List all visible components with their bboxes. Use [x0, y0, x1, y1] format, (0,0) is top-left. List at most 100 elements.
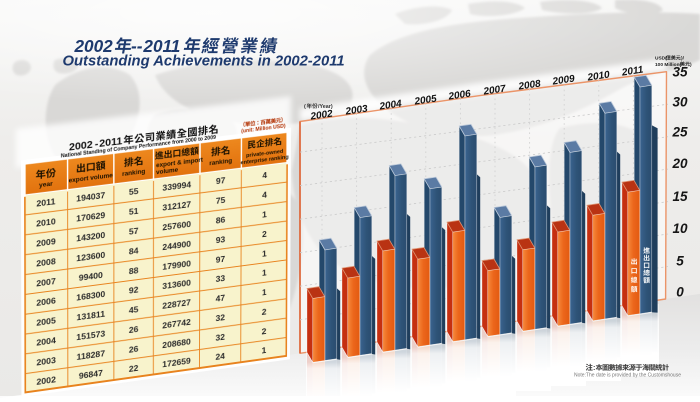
svg-text:123600: 123600 — [76, 250, 105, 264]
svg-text:2011: 2011 — [620, 64, 644, 78]
svg-text:131811: 131811 — [77, 309, 106, 323]
svg-text:15: 15 — [672, 189, 688, 204]
svg-text:2005: 2005 — [36, 315, 56, 327]
svg-text:244900: 244900 — [162, 239, 191, 252]
svg-text:2002: 2002 — [309, 108, 334, 122]
svg-text:1: 1 — [262, 287, 267, 297]
svg-text:25: 25 — [671, 125, 688, 140]
svg-text:55: 55 — [129, 186, 139, 197]
svg-text:30: 30 — [672, 95, 688, 110]
svg-text:20: 20 — [671, 156, 688, 171]
svg-text:2011: 2011 — [142, 36, 180, 56]
svg-text:2: 2 — [262, 326, 267, 336]
svg-text:Note:The date is provided by t: Note:The date is provided by the Customs… — [574, 373, 681, 379]
svg-text:208680: 208680 — [162, 336, 191, 350]
svg-text:4: 4 — [262, 190, 267, 200]
svg-text:96847: 96847 — [79, 368, 103, 381]
svg-text:volume: volume — [156, 167, 178, 177]
svg-text:2002: 2002 — [74, 36, 114, 56]
svg-text:year: year — [39, 181, 53, 190]
svg-text:339994: 339994 — [162, 180, 191, 193]
svg-text:-: - — [95, 138, 99, 150]
svg-text:1: 1 — [262, 209, 267, 219]
svg-text:2003: 2003 — [36, 355, 56, 367]
svg-text:(unit: Million USD): (unit: Million USD) — [241, 124, 286, 135]
svg-text:257600: 257600 — [162, 219, 191, 232]
svg-text:2011: 2011 — [99, 135, 122, 149]
svg-text:2010: 2010 — [586, 69, 611, 83]
svg-text:143200: 143200 — [76, 230, 105, 243]
svg-text:99400: 99400 — [79, 270, 103, 283]
svg-text:86: 86 — [216, 215, 226, 226]
svg-text:75: 75 — [216, 195, 226, 206]
svg-text:313600: 313600 — [162, 278, 191, 291]
svg-text:2006: 2006 — [447, 88, 472, 102]
svg-text:84: 84 — [129, 245, 139, 256]
svg-text:33: 33 — [216, 273, 226, 284]
svg-text:2003: 2003 — [344, 103, 369, 117]
svg-text:2007: 2007 — [36, 276, 56, 288]
svg-text:47: 47 — [216, 293, 226, 304]
svg-text:2004: 2004 — [36, 335, 56, 347]
svg-text:267742: 267742 — [162, 317, 191, 331]
svg-text:26: 26 — [129, 344, 139, 355]
svg-text:170629: 170629 — [76, 210, 105, 223]
svg-text:10: 10 — [672, 221, 688, 236]
svg-text:93: 93 — [216, 234, 226, 245]
svg-text:45: 45 — [129, 304, 139, 315]
svg-text:--: -- — [131, 36, 143, 56]
svg-text:35: 35 — [672, 64, 688, 79]
svg-text:ranking: ranking — [122, 168, 145, 178]
svg-text:2: 2 — [262, 229, 267, 239]
svg-text:2009: 2009 — [551, 73, 576, 87]
svg-text:4: 4 — [262, 170, 267, 180]
svg-text:168300: 168300 — [76, 289, 105, 303]
svg-text:97: 97 — [216, 254, 226, 265]
svg-text:2002: 2002 — [36, 375, 56, 387]
svg-text:194037: 194037 — [76, 190, 105, 203]
svg-text:22: 22 — [129, 363, 139, 374]
svg-text:): ) — [690, 62, 692, 68]
svg-text:2007: 2007 — [482, 83, 507, 97]
svg-text:2008: 2008 — [517, 78, 542, 92]
svg-text:2004: 2004 — [378, 98, 403, 112]
svg-text:ranking: ranking — [209, 158, 232, 168]
svg-text:Outstanding Achievements in 20: Outstanding Achievements in 2002-2011 — [63, 53, 345, 69]
svg-text:2005: 2005 — [413, 93, 438, 107]
svg-text:2009: 2009 — [36, 236, 56, 248]
svg-text:private-owned: private-owned — [246, 149, 284, 159]
svg-text:enterprise ranking: enterprise ranking — [241, 155, 290, 167]
svg-text:USD(: USD( — [655, 56, 667, 62]
svg-text:179900: 179900 — [162, 258, 191, 271]
svg-text:24: 24 — [215, 351, 225, 362]
svg-text:1: 1 — [262, 248, 267, 258]
svg-text:312127: 312127 — [162, 199, 191, 212]
svg-text::: : — [593, 363, 595, 372]
svg-text:2006: 2006 — [36, 296, 56, 308]
svg-text:32: 32 — [216, 312, 226, 323]
svg-text:88: 88 — [129, 265, 139, 276]
svg-text:26: 26 — [129, 324, 139, 335]
svg-text:151573: 151573 — [76, 328, 105, 342]
svg-text:118287: 118287 — [77, 348, 106, 362]
svg-text:100 Million(: 100 Million( — [655, 62, 682, 68]
svg-text:57: 57 — [129, 226, 139, 237]
svg-text:0: 0 — [676, 284, 684, 299]
svg-text:5: 5 — [676, 253, 684, 268]
svg-text:2008: 2008 — [36, 256, 56, 268]
svg-text:51: 51 — [129, 206, 139, 217]
svg-text:97: 97 — [216, 175, 226, 186]
svg-text:2002: 2002 — [69, 139, 93, 154]
svg-text:32: 32 — [215, 332, 225, 343]
svg-text:1: 1 — [262, 268, 267, 278]
svg-text:/Year): /Year) — [318, 104, 333, 110]
svg-text:92: 92 — [129, 285, 139, 296]
svg-text:(: ( — [304, 104, 306, 110]
svg-text:)/: )/ — [681, 56, 685, 62]
svg-text:2011: 2011 — [36, 197, 55, 209]
svg-text:228727: 228727 — [162, 297, 191, 310]
svg-text:172659: 172659 — [162, 356, 191, 370]
svg-text:2: 2 — [262, 307, 267, 317]
svg-text:2010: 2010 — [36, 216, 56, 228]
svg-text:1: 1 — [262, 345, 267, 355]
